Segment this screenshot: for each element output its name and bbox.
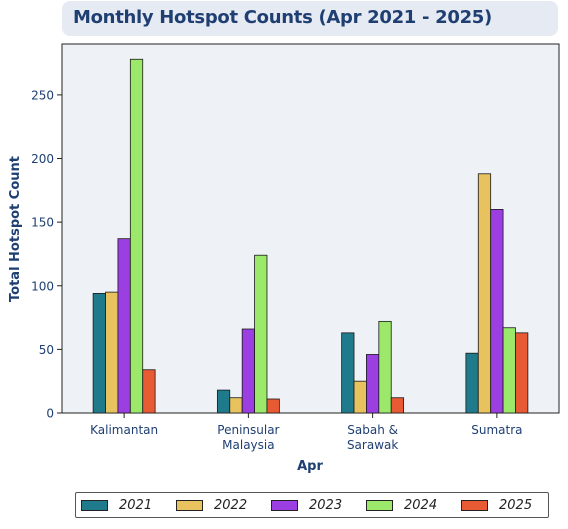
y-tick-label-0: 0 bbox=[46, 407, 54, 421]
x-axis-label: Apr bbox=[297, 459, 323, 474]
bar-2024-1 bbox=[254, 254, 268, 414]
y-tick-label-5: 250 bbox=[31, 88, 54, 102]
bar-2025-3 bbox=[515, 332, 529, 414]
bar-2022-1 bbox=[229, 397, 243, 414]
chart-title: Monthly Hotspot Counts (Apr 2021 - 2025) bbox=[73, 7, 492, 28]
plot-area bbox=[61, 43, 560, 414]
y-tick-label-4: 200 bbox=[31, 152, 54, 166]
y-axis-label: Total Hotspot Count bbox=[8, 156, 23, 302]
legend-label-2025: 2025 bbox=[499, 498, 533, 513]
legend-label-2023: 2023 bbox=[309, 498, 343, 513]
legend-label-2024: 2024 bbox=[404, 498, 438, 513]
bars bbox=[92, 58, 529, 414]
bar-2025-0 bbox=[142, 369, 156, 414]
chart-svg: 0 50 100 150 200 250 Kalimantan Peninsular Mala… bbox=[8, 43, 560, 474]
y-tick-label-3: 150 bbox=[31, 216, 54, 230]
bar-2025-1 bbox=[266, 398, 280, 414]
x-tick-label-2: Sabah & Sarawak bbox=[347, 423, 398, 452]
bar-2022-2 bbox=[353, 380, 367, 414]
bar-2024-0 bbox=[129, 58, 144, 414]
y-tick-label-2: 100 bbox=[31, 279, 54, 293]
legend-swatch-2022 bbox=[176, 500, 203, 511]
x-tick-label-3: Sumatra bbox=[471, 423, 522, 437]
y-axis: 0 50 100 150 200 250 bbox=[31, 88, 62, 421]
bar-2024-3 bbox=[502, 327, 516, 414]
chart-title-box: Monthly Hotspot Counts (Apr 2021 - 2025) bbox=[62, 1, 558, 36]
legend-label-2022: 2022 bbox=[214, 498, 248, 513]
legend-swatch-2023 bbox=[271, 500, 298, 511]
x-tick-label-1: Peninsular Malaysia bbox=[217, 423, 279, 452]
bar-2022-3 bbox=[477, 173, 492, 414]
bar-2024-2 bbox=[378, 320, 392, 414]
x-tick-label-0: Kalimantan bbox=[90, 423, 158, 437]
bar-2021-1 bbox=[216, 389, 231, 414]
bar-2021-3 bbox=[465, 352, 479, 414]
bar-2023-2 bbox=[366, 354, 380, 414]
legend: 2021 2022 2023 2024 2025 bbox=[75, 492, 549, 518]
y-tick-label-1: 50 bbox=[39, 343, 54, 357]
legend-swatch-2025 bbox=[461, 500, 488, 511]
bar-2023-3 bbox=[490, 209, 504, 414]
bar-2021-2 bbox=[341, 332, 355, 414]
bar-2023-1 bbox=[241, 328, 255, 414]
legend-swatch-2021 bbox=[81, 500, 108, 511]
bar-2025-2 bbox=[390, 397, 405, 414]
bar-2021-0 bbox=[92, 292, 106, 414]
x-axis: Kalimantan Peninsular Malaysia Sabah & Saraw… bbox=[90, 413, 523, 452]
legend-swatch-2024 bbox=[366, 500, 393, 511]
bar-2022-0 bbox=[105, 291, 119, 414]
bar-2023-0 bbox=[117, 238, 131, 414]
legend-label-2021: 2021 bbox=[119, 498, 153, 513]
